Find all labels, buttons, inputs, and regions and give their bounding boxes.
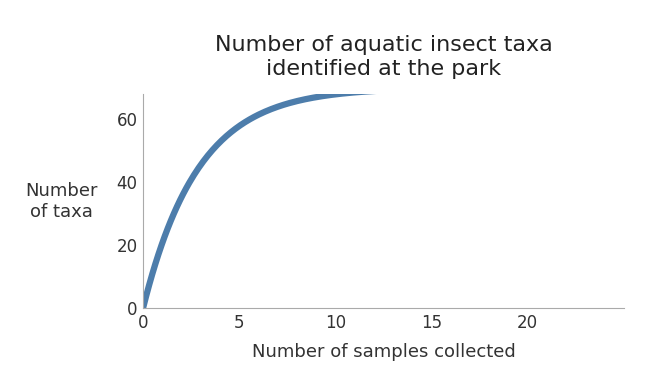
X-axis label: Number of samples collected: Number of samples collected: [252, 343, 515, 361]
Y-axis label: Number
of taxa: Number of taxa: [25, 182, 98, 221]
Title: Number of aquatic insect taxa
identified at the park: Number of aquatic insect taxa identified…: [214, 35, 552, 79]
